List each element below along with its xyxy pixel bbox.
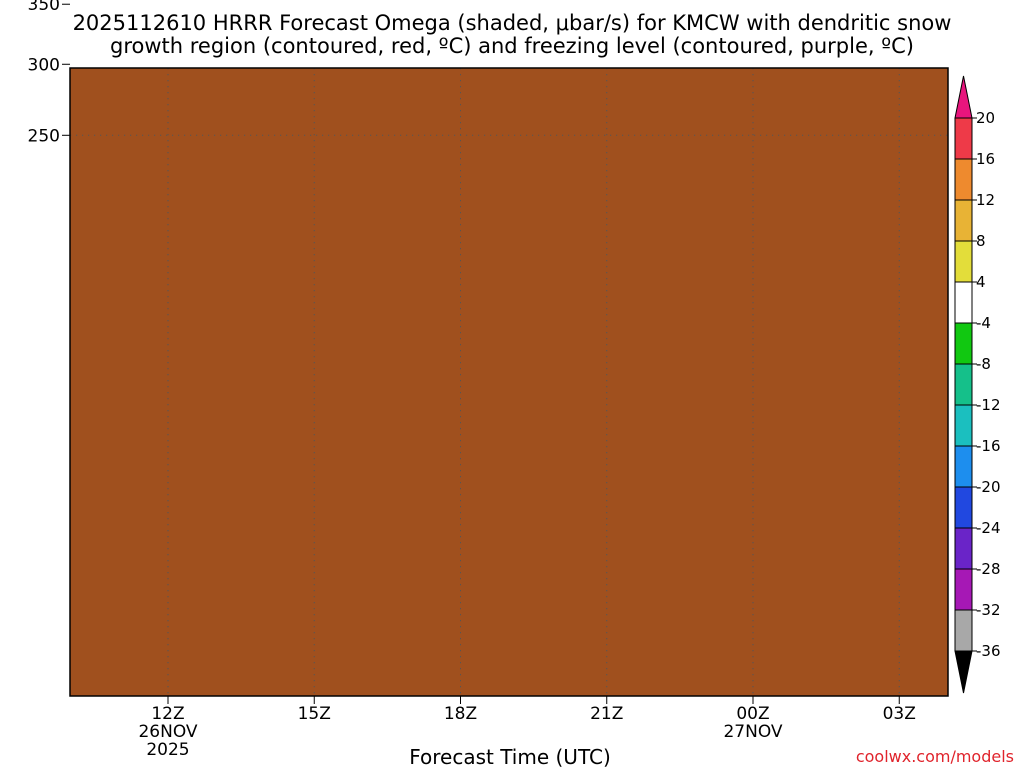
x-tick-label: 15Z: [298, 704, 331, 724]
x-tick-label: 18Z: [444, 704, 477, 724]
ground-fill: [70, 68, 948, 696]
x-tick-label: 03Z: [883, 704, 916, 724]
colorbar-tick-label: -32: [976, 601, 1001, 619]
colorbar-bottom-arrow: [954, 650, 973, 694]
colorbar-swatch: [954, 199, 973, 242]
colorbar-tick-label: -28: [976, 560, 1001, 578]
colorbar-swatch: [954, 527, 973, 570]
colorbar-swatch: [954, 568, 973, 611]
colorbar-tick-label: -4: [976, 314, 991, 332]
colorbar-tick-label: -8: [976, 355, 991, 373]
colorbar-swatch: [954, 363, 973, 406]
colorbar-tick-label: -24: [976, 519, 1001, 537]
colorbar-tick-label: 16: [976, 150, 995, 168]
credit-text: coolwx.com/models: [856, 747, 1014, 766]
plot-area: -18-18-12: [69, 67, 949, 697]
x-tick-label: 21Z: [590, 704, 623, 724]
x-tick-label: 12Z: [151, 704, 184, 724]
x-axis-label: Forecast Time (UTC): [409, 745, 611, 768]
y-axis-ticks: 2503003504004505005506006507007508008509…: [28, 0, 70, 146]
colorbar-tick-label: -16: [976, 437, 1001, 455]
colorbar-swatch: [954, 445, 973, 488]
y-tick-label: 250: [28, 126, 60, 146]
chart-title-line-1: 2025112610 HRRR Forecast Omega (shaded, …: [73, 11, 952, 35]
colorbar-tick-label: -36: [976, 642, 1001, 660]
colorbar-swatch: [954, 158, 973, 201]
y-tick-label: 350: [28, 0, 60, 15]
x-tick-sublabel: 2025: [146, 740, 189, 760]
plot-frame: [69, 67, 949, 697]
colorbar-tick-label: 4: [976, 273, 986, 291]
chart-title-line-2: growth region (contoured, red, ºC) and f…: [110, 34, 914, 58]
plot-inner: -18-18-12: [70, 68, 948, 696]
colorbar: 20 16 12 8 4 -4 -8 -12 -16 -20 -24 -28 -32 -36: [954, 75, 1001, 694]
colorbar-swatch: [954, 117, 973, 160]
colorbar-tick-label: 20: [976, 109, 995, 127]
colorbar-swatch: [954, 240, 973, 283]
colorbar-top-arrow: [954, 75, 973, 119]
colorbar-tick-label: 8: [976, 232, 986, 250]
x-tick-label: 00Z: [736, 704, 769, 724]
colorbar-swatch: [954, 281, 973, 324]
colorbar-tick-label: -20: [976, 478, 1001, 496]
colorbar-tick-label: -12: [976, 396, 1001, 414]
x-tick-sublabel: 27NOV: [723, 722, 782, 742]
colorbar-swatch: [954, 404, 973, 447]
colorbar-swatch: [954, 486, 973, 529]
colorbar-swatch: [954, 322, 973, 365]
colorbar-tick-label: 12: [976, 191, 995, 209]
y-tick-label: 300: [28, 55, 60, 75]
x-tick-sublabel: 26NOV: [138, 722, 197, 742]
colorbar-swatch: [954, 609, 973, 652]
